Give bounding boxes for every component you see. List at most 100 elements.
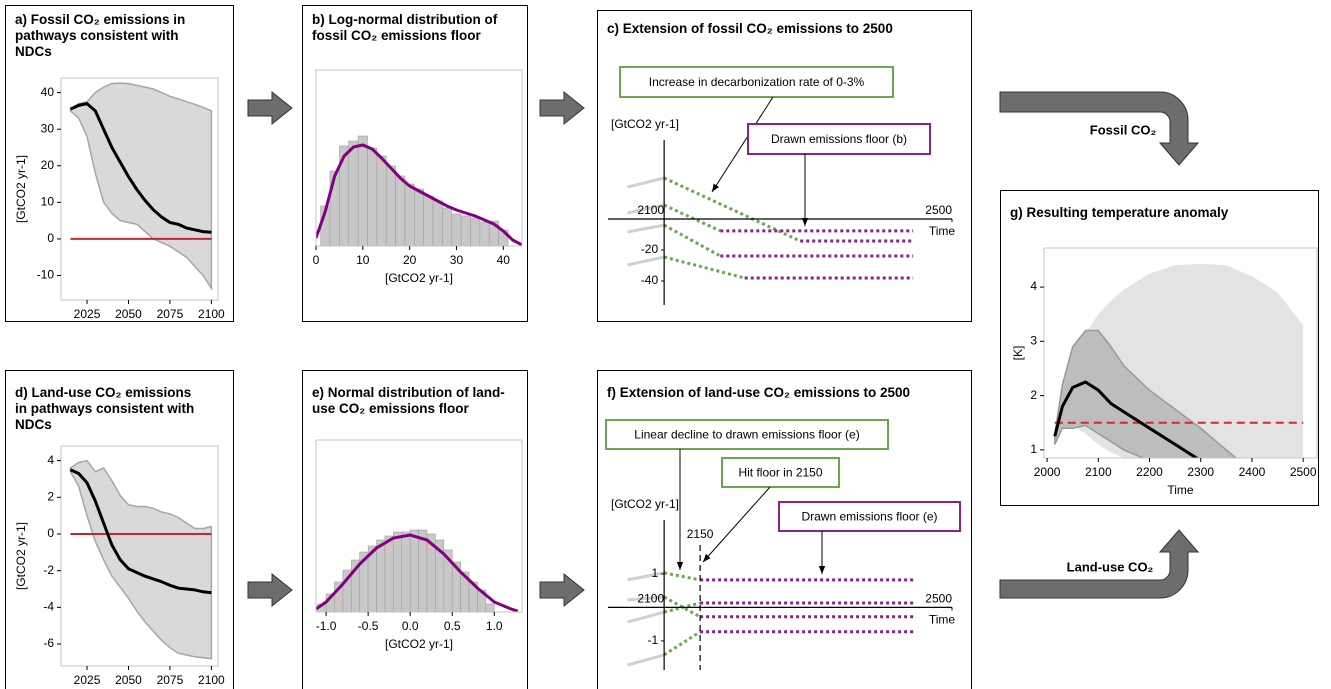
annotation-text: Drawn emissions floor (b) (771, 132, 907, 146)
y-tick-label: -20 (641, 242, 659, 256)
histogram-bar (460, 215, 471, 246)
annotation-text: Increase in decarbonization rate of 0-3% (649, 75, 865, 89)
annotation-arrow (711, 96, 774, 193)
x-tick-label: -0.5 (358, 619, 379, 633)
plot-area (1053, 263, 1304, 458)
histogram-bar (432, 200, 443, 246)
histogram-bar (470, 217, 481, 246)
series-line (627, 571, 665, 582)
land-use-flow-arrow (999, 529, 1200, 599)
panel-title: g) Resulting temperature anomaly (1010, 205, 1229, 220)
axes-frame (1043, 247, 1318, 459)
histogram-bar (367, 147, 378, 246)
x-tick-label: 2100 (637, 203, 664, 217)
y-tick-label: 2 (1030, 388, 1037, 402)
series-line (69, 102, 212, 234)
x-tick-label: 2100 (637, 592, 664, 606)
y-tick-label: 0 (47, 526, 54, 540)
axes-frame (60, 77, 219, 301)
plot-area (627, 176, 914, 280)
x-axis-label: Time (1167, 483, 1194, 497)
histogram-bar (376, 539, 386, 612)
y-tick-label: 40 (41, 85, 55, 99)
annotation-box (605, 419, 889, 450)
y-tick-label: -1 (647, 633, 658, 647)
histogram-bar (357, 135, 368, 246)
x-tick-label: 1.0 (486, 619, 503, 633)
annotation-box (721, 457, 840, 488)
x-axis-label: [GtCO2 yr-1] (385, 637, 453, 651)
y-tick-label: 4 (47, 453, 54, 467)
density-curve (316, 143, 522, 246)
series-line (69, 468, 212, 595)
panel-title: f) Extension of land-use CO₂ emissions t… (607, 385, 911, 400)
y-tick-label: 2 (47, 490, 54, 504)
y-tick-label: 30 (41, 121, 55, 135)
axes-frame (60, 445, 219, 667)
histogram-bar (395, 175, 406, 246)
series-line (627, 223, 665, 234)
histogram-bar (401, 531, 411, 612)
y-tick-label: 1 (1030, 442, 1037, 456)
fossil-flow-arrow (999, 91, 1200, 166)
histogram-bar (414, 188, 424, 246)
y-axis-label: [K] (1011, 346, 1025, 361)
y-tick-label: -10 (37, 268, 55, 282)
x-tick-label: 2400 (1239, 465, 1266, 479)
histogram-bar (393, 531, 403, 612)
uncertainty-band (69, 459, 213, 660)
flow-arrows (247, 90, 1200, 608)
panel-title: c) Extension of fossil CO₂ emissions to … (607, 21, 893, 36)
axes-frame (315, 69, 523, 247)
x-tick-label: 2100 (198, 307, 225, 321)
annotation-box (747, 123, 931, 155)
series-line (663, 255, 746, 280)
x-tick-label: 30 (450, 253, 464, 267)
uncertainty-band (1054, 329, 1238, 458)
annotation-text: Linear decline to drawn emissions floor … (634, 428, 859, 442)
x-tick-label: 2100 (198, 673, 225, 687)
histogram-bar (376, 155, 387, 246)
histogram-bar (485, 603, 495, 612)
y-tick-label: 1 (651, 566, 658, 580)
axes-frame (315, 439, 523, 613)
y-tick-label: 10 (41, 195, 55, 209)
plot-area (69, 459, 213, 660)
y-axis-label: [GtCO2 yr-1] (611, 117, 679, 131)
flow-label: Land-use CO₂ (1067, 559, 1154, 574)
series-line (1053, 380, 1200, 458)
arrow (247, 90, 293, 126)
plot-area (316, 529, 519, 612)
floor-year-label: 2150 (687, 527, 714, 541)
panel-title: b) Log-normal distribution of fossil CO₂… (312, 12, 498, 43)
annotation-text: Drawn emissions floor (e) (801, 510, 937, 524)
series-line (627, 255, 665, 267)
flow-label: Fossil CO₂ (1090, 122, 1157, 137)
x-tick-label: 2025 (74, 307, 101, 321)
panel-title: a) Fossil CO₂ emissions in pathways cons… (15, 12, 186, 59)
histogram-bar (442, 207, 453, 246)
x-axis-label: Time (929, 613, 956, 627)
x-tick-label: 2075 (157, 307, 184, 321)
x-tick-label: 20 (403, 253, 417, 267)
y-axis-label: [GtCO2 yr-1] (14, 522, 28, 590)
x-tick-label: 2100 (1085, 465, 1112, 479)
y-axis-label: [GtCO2 yr-1] (611, 497, 679, 511)
panel-c: c) Extension of fossil CO₂ emissions to … (597, 10, 972, 322)
uncertainty-band (69, 82, 213, 291)
x-tick-label: 2025 (74, 673, 101, 687)
x-tick-label: 2050 (115, 307, 142, 321)
arrow (247, 572, 293, 608)
x-tick-label: 2075 (157, 673, 184, 687)
x-tick-label: 2000 (1034, 465, 1061, 479)
histogram-bar (404, 183, 415, 246)
histogram-bar (451, 213, 462, 246)
histogram-bar (384, 535, 394, 612)
x-tick-label: 2050 (115, 673, 142, 687)
annotation-box (778, 501, 961, 532)
histogram-bar (479, 221, 490, 246)
series-line (663, 223, 722, 258)
histogram-bar (348, 140, 359, 246)
y-tick-label: 0 (47, 231, 54, 245)
